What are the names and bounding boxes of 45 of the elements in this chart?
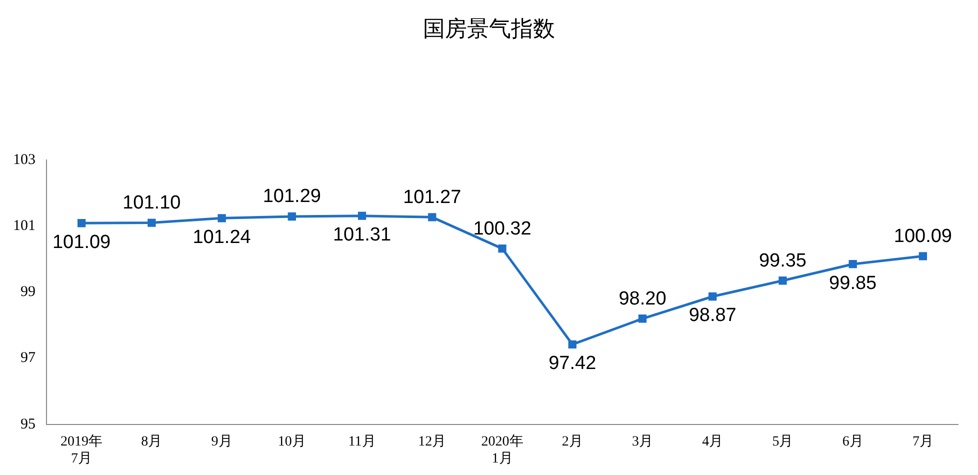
x-tick-label: 8月 (141, 434, 162, 450)
x-tick-label: 12月 (418, 434, 446, 450)
y-tick-label: 99 (20, 284, 36, 300)
data-label: 101.31 (332, 224, 392, 246)
point (148, 218, 156, 227)
x-tick-label: 2019年 7月 (60, 433, 103, 466)
point (568, 340, 576, 348)
point (918, 252, 928, 260)
data-label: 99.35 (758, 250, 806, 272)
data-label: 101.24 (192, 226, 252, 248)
x-tick-label: 7月 (912, 434, 934, 450)
data-label: 98.20 (618, 288, 666, 310)
x-tick-label: 10月 (278, 434, 306, 450)
data-label: 98.87 (688, 305, 736, 326)
data-label: 97.42 (548, 353, 596, 374)
y-tick-label: 101 (13, 218, 36, 234)
x-tick-label: 5月 (772, 434, 794, 450)
chart-title: 国房景气指数 (422, 16, 556, 44)
x-tick-label: 2月 (562, 434, 583, 450)
x-tick-label: 4月 (702, 434, 724, 450)
y-tick-label: 103 (13, 152, 36, 168)
data-label: 100.09 (894, 226, 952, 247)
data-label: 101.09 (52, 232, 111, 253)
point (638, 314, 647, 323)
point (77, 219, 86, 228)
point (288, 212, 296, 221)
x-tick-label: 11月 (348, 434, 376, 450)
data-label: 100.32 (473, 218, 532, 240)
point (498, 244, 506, 253)
data-label: 101.27 (403, 186, 462, 208)
data-label: 101.10 (122, 192, 181, 214)
point (708, 292, 717, 301)
point (218, 214, 226, 222)
x-tick-label: 3月 (632, 434, 653, 450)
x-tick-label: 2020年 1月 (481, 433, 524, 466)
point (358, 212, 366, 220)
y-tick-label: 97 (20, 350, 36, 366)
point (778, 276, 787, 285)
x-tick-label: 6月 (842, 434, 864, 450)
point (428, 213, 436, 222)
point (848, 260, 857, 268)
data-label: 99.85 (829, 272, 877, 294)
x-tick-label: 9月 (211, 434, 232, 450)
data-label: 101.29 (262, 186, 321, 208)
y-tick-label: 95 (20, 416, 36, 432)
